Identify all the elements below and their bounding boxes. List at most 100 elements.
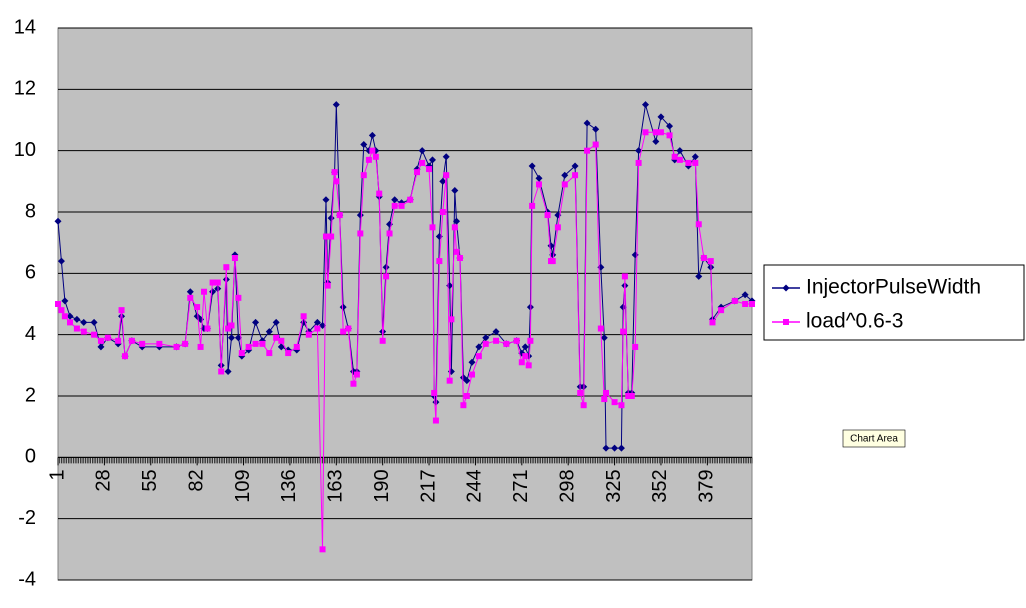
point — [544, 212, 551, 219]
legend: InjectorPulseWidth load^0.6-3 — [763, 264, 1025, 341]
point — [61, 313, 68, 320]
x-tick-label: 109 — [232, 469, 254, 502]
point — [245, 343, 252, 350]
point — [431, 389, 438, 396]
point — [238, 350, 245, 357]
x-tick-label: 1 — [46, 469, 68, 480]
point — [535, 181, 542, 188]
y-tick-label: 4 — [25, 323, 36, 345]
point — [475, 353, 482, 360]
x-tick-label: 298 — [556, 469, 578, 502]
point — [527, 337, 534, 344]
point — [252, 340, 259, 347]
tooltip-text: Chart Area — [850, 434, 898, 445]
point — [353, 371, 360, 378]
x-tick-label: 55 — [139, 469, 161, 491]
point — [214, 279, 221, 286]
point — [561, 181, 568, 188]
point — [156, 340, 163, 347]
point — [128, 337, 135, 344]
point — [601, 396, 608, 403]
point — [391, 196, 399, 204]
point — [513, 337, 520, 344]
series-line — [57, 131, 752, 550]
point — [685, 159, 692, 166]
legend-label: InjectorPulseWidth — [806, 276, 981, 299]
point — [382, 263, 390, 271]
point — [314, 325, 321, 332]
point — [209, 279, 216, 286]
point — [118, 307, 125, 314]
point — [621, 273, 628, 280]
point — [322, 196, 330, 204]
point — [333, 178, 340, 185]
point — [121, 353, 128, 360]
y-tick-label: 2 — [25, 384, 36, 406]
x-tick-label: 217 — [417, 469, 439, 502]
point — [293, 343, 300, 350]
point — [360, 172, 367, 179]
point — [73, 315, 81, 323]
point — [652, 129, 659, 136]
point — [619, 303, 627, 311]
x-tick-label: 244 — [464, 469, 486, 502]
y-tick-label: 12 — [14, 78, 36, 100]
point — [442, 153, 450, 161]
point — [365, 156, 372, 163]
point — [528, 162, 536, 170]
point — [642, 129, 649, 136]
x-tick-label: 163 — [325, 469, 347, 502]
point — [676, 147, 684, 155]
point — [265, 328, 273, 336]
point — [305, 331, 312, 338]
point — [407, 196, 414, 203]
point — [91, 331, 98, 338]
point — [331, 169, 338, 176]
point — [319, 321, 327, 329]
point — [97, 337, 104, 344]
point — [691, 153, 699, 161]
point — [57, 257, 65, 265]
point — [666, 132, 673, 139]
point — [503, 340, 510, 347]
point — [453, 248, 460, 255]
point — [67, 319, 74, 326]
point — [611, 399, 618, 406]
point — [319, 546, 326, 553]
point — [80, 328, 87, 335]
point — [475, 343, 483, 351]
point — [259, 340, 266, 347]
point — [611, 444, 619, 452]
point — [300, 313, 307, 320]
point — [104, 334, 111, 341]
point — [443, 172, 450, 179]
point — [731, 297, 738, 304]
point — [340, 328, 347, 335]
point — [272, 318, 280, 326]
point — [277, 343, 285, 351]
point — [97, 343, 105, 351]
x-tick-label: 190 — [371, 469, 393, 502]
point — [66, 312, 74, 320]
point — [561, 171, 569, 179]
point — [80, 318, 88, 326]
point — [657, 129, 664, 136]
point — [418, 147, 426, 155]
point — [632, 343, 639, 350]
point — [657, 113, 665, 121]
point — [671, 153, 678, 160]
x-tick-label: 379 — [696, 469, 718, 502]
point — [58, 307, 65, 314]
point — [357, 230, 364, 237]
x-tick-label: 136 — [278, 469, 300, 502]
y-tick-label: -4 — [18, 568, 36, 590]
point — [468, 358, 476, 366]
point — [379, 337, 386, 344]
point — [618, 402, 625, 409]
point — [204, 325, 211, 332]
point — [572, 172, 579, 179]
y-tick-label: 8 — [25, 200, 36, 222]
point — [741, 291, 749, 299]
legend-marker — [783, 319, 789, 325]
